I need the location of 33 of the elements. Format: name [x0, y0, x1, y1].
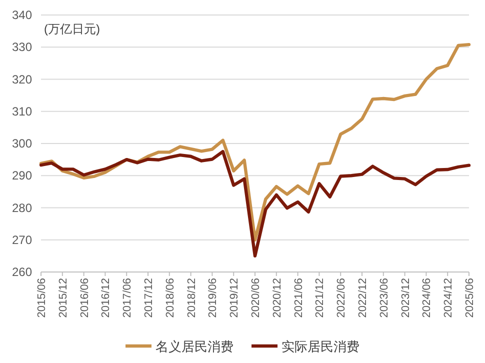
x-tick-label: 2018/12: [186, 278, 198, 318]
x-tick-label: 2022/06: [336, 278, 348, 318]
legend-label: 名义居民消费: [156, 339, 234, 354]
y-tick-label: 260: [12, 265, 32, 279]
y-tick-label: 340: [12, 8, 32, 22]
x-tick-label: 2023/12: [400, 278, 412, 318]
y-tick-label: 290: [12, 168, 32, 183]
y-tick-label: 270: [12, 232, 32, 247]
x-tick-label: 2023/06: [378, 278, 390, 318]
x-tick-label: 2015/06: [36, 278, 48, 318]
x-tick-label: 2025/06: [464, 278, 476, 318]
x-tick-label: 2021/12: [314, 278, 326, 318]
y-tick-label: 280: [12, 200, 32, 215]
y-tick-label: 300: [12, 136, 32, 150]
x-tick-label: 2022/12: [357, 278, 369, 318]
y-axis-title: (万亿日元): [44, 22, 100, 36]
x-tick-label: 2020/06: [250, 278, 262, 318]
legend-label: 实际居民消费: [282, 339, 360, 354]
x-tick-label: 2020/12: [271, 278, 284, 318]
x-tick-label: 2019/12: [228, 278, 241, 318]
x-tick-label: 2015/12: [57, 278, 70, 318]
x-tick-label: 2024/12: [442, 278, 455, 318]
x-tick-label: 2017/06: [122, 278, 134, 318]
x-tick-label: 2016/12: [100, 278, 112, 318]
x-tick-label: 2019/06: [207, 278, 220, 318]
y-tick-label: 330: [12, 40, 32, 54]
x-tick-label: 2016/06: [78, 278, 91, 318]
y-tick-label: 320: [12, 72, 32, 86]
x-tick-label: 2017/12: [143, 278, 155, 318]
x-tick-label: 2021/06: [292, 278, 305, 318]
y-tick-label: 310: [12, 104, 32, 118]
x-tick-label: 2018/06: [164, 278, 176, 318]
x-tick-label: 2024/06: [421, 278, 434, 318]
